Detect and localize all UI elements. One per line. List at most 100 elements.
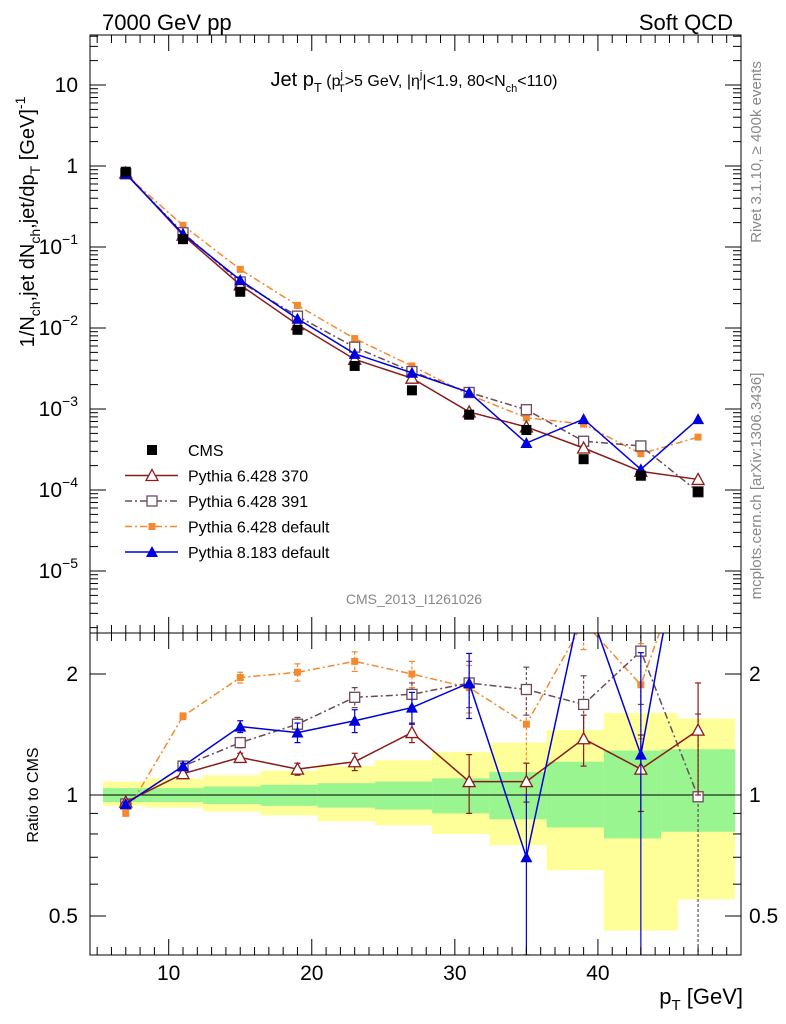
main-point-cms — [464, 409, 475, 420]
main-point-p8_default — [348, 347, 361, 359]
ratio-point-p6_391 — [577, 698, 590, 711]
ratio-point-p6_default — [122, 809, 130, 817]
ratio-y-tick-label-right: 1 — [749, 784, 761, 807]
ratio-y-tick-label-right: 0.5 — [749, 905, 778, 928]
main-point-p6_370 — [576, 440, 591, 454]
main-y-tick-label: 10−4 — [39, 474, 79, 502]
main-frame — [89, 34, 742, 634]
legend-marker-cms — [147, 445, 157, 455]
main-point-cms — [578, 454, 589, 465]
x-axis-label: pT [GeV] — [659, 984, 743, 1014]
main-axes: 10 1 10−1 10−2 10−3 10−4 10−5 — [39, 35, 742, 633]
main-point-p8_default — [405, 366, 418, 378]
ratio-point-p8_default — [520, 851, 533, 863]
ratio-point-p6_370 — [233, 750, 248, 764]
main-point-cms — [635, 470, 646, 481]
legend-label-p8_default: Pythia 8.183 default — [188, 545, 330, 562]
main-point-p6_default — [293, 301, 301, 309]
main-point-cms — [406, 385, 417, 396]
ratio-point-p6_370 — [519, 774, 534, 788]
main-point-p8_default — [577, 413, 590, 425]
ratio-frame — [89, 632, 742, 956]
ratio-y-tick-label-right: 2 — [749, 663, 761, 686]
legend-label-p6_370: Pythia 6.428 370 — [188, 469, 308, 486]
series-line-p6_370 — [125, 172, 699, 481]
y-axis-label: 1/Nch,jet dNch,jet/dpT [GeV]-1 — [12, 96, 43, 347]
main-point-p6_default — [236, 265, 244, 273]
legend: CMS Pythia 6.428 370 Pythia 6.428 391 Pythi… — [125, 443, 330, 562]
plot-title: Jet pT (pj T>5 GeV, |ηj|<1.9, 80<Nch<110) — [271, 69, 558, 95]
ratio-point-p8_default — [634, 748, 647, 760]
main-point-p8_default — [291, 312, 304, 324]
ratio-point-p6_370 — [404, 725, 420, 739]
main-y-tick-label: 10−3 — [39, 393, 79, 421]
main-series-layer — [118, 165, 706, 498]
legend-label-cms: CMS — [188, 443, 224, 460]
ratio-point-p8_default — [578, 586, 590, 597]
ratio-point-p6_default — [351, 657, 359, 665]
series-line-p8_default — [125, 173, 699, 471]
main-point-p6_391 — [520, 404, 533, 416]
legend-marker-p6_370 — [144, 468, 160, 482]
ratio-y-tick-label: 1 — [66, 784, 78, 807]
ratio-point-p8_default — [405, 701, 418, 713]
main-point-p6_370 — [690, 472, 706, 486]
main-point-cms — [235, 286, 246, 297]
main-point-cms — [120, 166, 131, 177]
ratio-point-p6_370 — [175, 766, 191, 780]
main-y-tick-label: 10 — [55, 74, 78, 97]
ratio-point-p8_default — [348, 714, 361, 726]
analysis-id-label: CMS_2013_I1261026 — [346, 591, 482, 607]
ratio-point-p6_370 — [690, 722, 706, 736]
ratio-point-p8_default — [234, 720, 247, 732]
main-point-p8_default — [234, 274, 247, 286]
main-series-p6_370 — [118, 165, 706, 486]
main-point-p8_default — [520, 437, 533, 449]
legend-marker-p6_default — [148, 523, 156, 530]
ratio-panel: 0.5 0.5 1 1 2 2 10 20 30 40 Ratio to CMS pT [GeV] — [25, 521, 778, 1014]
legend-marker-p8_default — [146, 546, 158, 557]
series-line-p6_default — [125, 174, 699, 455]
ratio-point-p6_default — [695, 521, 702, 528]
main-series-p8_default — [119, 167, 705, 475]
ratio-point-p6_391 — [520, 683, 533, 696]
ratio-y-label: Ratio to CMS — [25, 747, 42, 842]
x-tick-label: 20 — [300, 962, 323, 985]
ratio-point-p8_default — [463, 676, 476, 688]
x-tick-label: 40 — [586, 962, 609, 985]
main-point-p8_default — [463, 386, 476, 398]
main-point-p6_default — [179, 221, 187, 229]
ratio-point-p8_default — [291, 726, 304, 738]
ratio-point-p6_default — [293, 668, 301, 676]
main-point-cms — [693, 486, 704, 497]
main-point-p6_391 — [635, 440, 647, 452]
legend-label-p6_391: Pythia 6.428 391 — [188, 494, 308, 511]
legend-label-p6_default: Pythia 6.428 default — [188, 520, 330, 537]
process-label: Soft QCD — [639, 10, 733, 35]
ratio-point-p6_391 — [234, 736, 246, 749]
ratio-point-p6_370 — [347, 754, 362, 768]
x-tick-label: 30 — [443, 962, 466, 985]
main-point-cms — [521, 425, 532, 436]
rivet-version-label: Rivet 3.1.10, ≥ 400k events — [748, 61, 765, 243]
ratio-y-tick-label: 0.5 — [49, 905, 78, 928]
main-point-cms — [292, 324, 303, 335]
ratio-series-layer — [118, 521, 706, 955]
main-y-tick-label: 1 — [66, 155, 78, 178]
main-point-p6_default — [522, 414, 530, 422]
main-y-tick-label: 10−2 — [39, 312, 79, 340]
main-y-tick-label: 10−5 — [39, 555, 79, 583]
energy-label: 7000 GeV pp — [102, 10, 232, 35]
main-point-p6_default — [351, 335, 359, 343]
main-series-p6_default — [122, 171, 702, 458]
ratio-point-p6_default — [580, 618, 587, 625]
main-panel: 10 1 10−1 10−2 10−3 10−4 10−5 Jet pT (pj T>5 Ge… — [12, 34, 742, 634]
main-y-tick-label: 10−1 — [39, 231, 79, 259]
ratio-point-p6_370 — [462, 774, 477, 788]
main-point-cms — [178, 234, 188, 245]
ratio-point-p6_391 — [349, 691, 361, 703]
main-point-p6_default — [694, 433, 702, 441]
main-point-p6_default — [580, 420, 588, 428]
ratio-axes: 0.5 0.5 1 1 2 2 10 20 30 40 — [49, 633, 778, 985]
